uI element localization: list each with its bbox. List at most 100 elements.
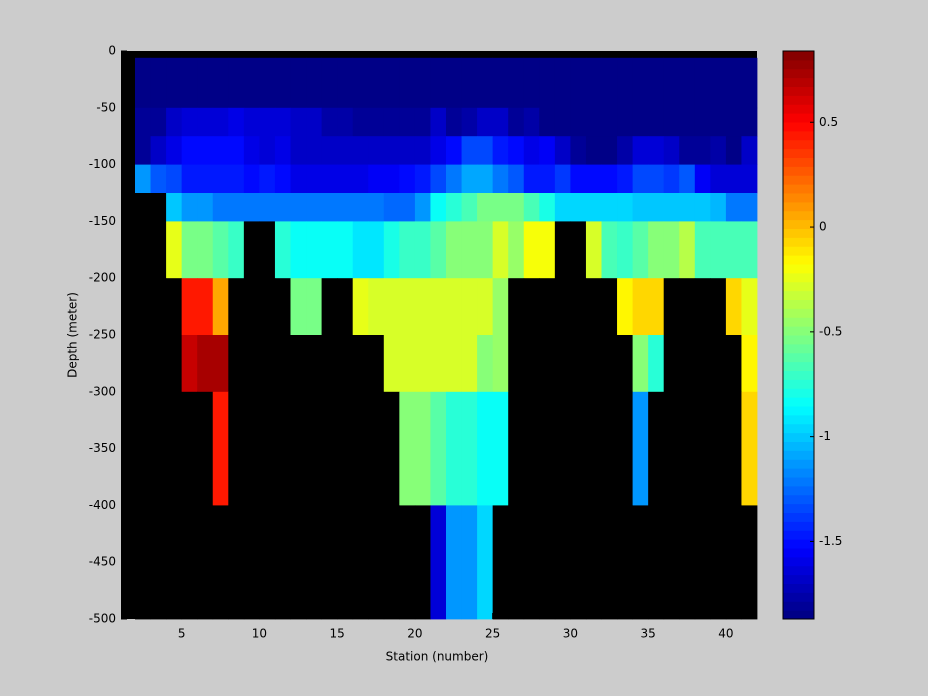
heatmap-cell <box>570 164 587 194</box>
heatmap-cell <box>477 221 494 279</box>
heatmap-cell <box>321 107 338 137</box>
heatmap-cell <box>243 164 260 194</box>
heatmap-cell <box>632 136 649 165</box>
heatmap-cell <box>554 136 571 165</box>
heatmap-cell <box>694 193 711 222</box>
heatmap-cell <box>679 505 696 620</box>
colorbar-swatch <box>783 281 814 292</box>
heatmap-cell <box>352 193 369 222</box>
heatmap-cell <box>150 107 167 137</box>
heatmap-cell <box>212 221 229 279</box>
heatmap-cell <box>570 136 587 165</box>
heatmap-cell <box>725 391 742 506</box>
heatmap-cell <box>368 505 385 620</box>
heatmap-cell <box>197 505 214 620</box>
heatmap-cell <box>601 107 618 137</box>
heatmap-cell <box>694 164 711 194</box>
heatmap-cell <box>274 57 291 109</box>
heatmap-cell <box>585 505 602 620</box>
heatmap-cell <box>274 221 291 279</box>
heatmap-cell <box>430 57 447 109</box>
heatmap-cell <box>539 136 556 165</box>
heatmap-cell <box>259 136 276 165</box>
heatmap-cell <box>632 193 649 222</box>
heatmap-cell <box>134 391 151 506</box>
heatmap-cell <box>601 391 618 506</box>
heatmap-cell <box>150 136 167 165</box>
heatmap-cell <box>134 164 151 194</box>
heatmap-cell <box>414 57 431 109</box>
heatmap-cell <box>461 335 478 393</box>
heatmap-cell <box>648 193 665 222</box>
heatmap-cell <box>228 107 245 137</box>
colorbar-swatch <box>783 565 814 576</box>
y-tick-label: -100 <box>89 157 116 171</box>
colorbar-swatch <box>783 459 814 469</box>
heatmap-cell <box>585 335 602 393</box>
heatmap-cell <box>539 164 556 194</box>
heatmap-cell <box>508 391 525 506</box>
colorbar-swatch <box>783 139 814 150</box>
colorbar-swatch <box>783 477 814 487</box>
heatmap-cell <box>679 107 696 137</box>
heatmap-cell <box>321 278 338 336</box>
colorbar-swatch <box>783 423 814 434</box>
heatmap-cell <box>554 193 571 222</box>
heatmap-cell <box>492 193 509 222</box>
heatmap-cell <box>741 164 758 194</box>
heatmap-cell <box>306 391 322 506</box>
heatmap-cell <box>663 391 680 506</box>
heatmap-cell <box>617 278 633 336</box>
heatmap-cell <box>617 164 633 194</box>
heatmap-cell <box>414 335 431 393</box>
heatmap-cell <box>321 164 338 194</box>
heatmap-cell <box>274 391 291 506</box>
heatmap-cell <box>181 57 198 109</box>
heatmap-cell <box>259 391 276 506</box>
heatmap-cell <box>321 221 338 279</box>
heatmap-cell <box>197 391 214 506</box>
heatmap-cell <box>430 391 447 506</box>
heatmap-cell <box>337 391 354 506</box>
colorbar-swatch <box>783 574 814 584</box>
heatmap-cell <box>663 136 680 165</box>
heatmap-cell <box>741 107 758 137</box>
heatmap-cell <box>710 278 727 336</box>
heatmap-cell <box>725 136 742 165</box>
x-tick-label: 20 <box>407 627 422 641</box>
heatmap-cell <box>181 107 198 137</box>
colorbar-swatch <box>783 503 814 513</box>
heatmap-cell <box>430 221 447 279</box>
heatmap-cell <box>648 391 665 506</box>
heatmap-cell <box>181 136 198 165</box>
heatmap-cell <box>617 57 633 109</box>
colorbar-swatch <box>783 175 814 185</box>
heatmap-cell <box>228 221 245 279</box>
heatmap-cell <box>445 57 462 109</box>
heatmap-cell <box>663 57 680 109</box>
y-tick-label: 0 <box>108 44 116 58</box>
heatmap-cell <box>274 278 291 336</box>
heatmap-cell <box>414 136 431 165</box>
y-tick-label: -350 <box>89 441 116 455</box>
heatmap-cell <box>694 391 711 506</box>
heatmap-cell <box>399 164 416 194</box>
heatmap-cell <box>166 164 183 194</box>
heatmap-cell <box>150 57 167 109</box>
heatmap-cell <box>601 193 618 222</box>
heatmap-cell <box>508 221 525 279</box>
heatmap-cell <box>508 335 525 393</box>
heatmap-cell <box>585 164 602 194</box>
heatmap-cell <box>648 335 665 393</box>
heatmap-cell <box>632 391 649 506</box>
heatmap-cell <box>212 505 229 620</box>
heatmap-cell <box>337 278 354 336</box>
colorbar-swatch <box>783 388 814 398</box>
heatmap-cell <box>228 57 245 109</box>
heatmap-cell <box>212 278 229 336</box>
heatmap-cell <box>445 278 462 336</box>
heatmap-cell <box>601 335 618 393</box>
colorbar-swatch <box>783 512 814 522</box>
heatmap-cell <box>197 221 214 279</box>
colorbar-swatch <box>783 343 814 354</box>
